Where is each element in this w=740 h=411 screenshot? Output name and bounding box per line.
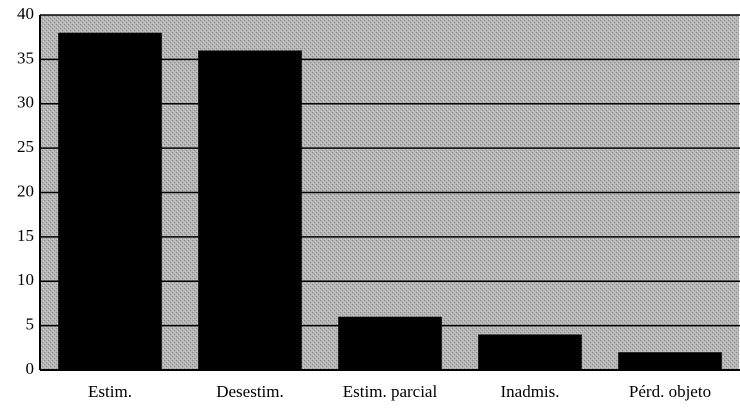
bar [338,316,442,370]
x-tick-label: Desestim. [216,382,284,401]
x-tick-label: Pérd. objeto [629,382,711,401]
x-tick-label: Estim. [88,382,132,401]
bar [478,334,582,370]
y-tick-label: 30 [17,93,34,112]
bar [198,50,302,370]
bar [618,352,722,370]
y-tick-label: 25 [17,137,34,156]
bar [58,32,162,370]
y-tick-label: 20 [17,181,34,200]
y-tick-label: 10 [17,270,34,289]
y-tick-label: 5 [26,315,35,334]
y-tick-label: 0 [26,359,35,378]
y-tick-label: 35 [17,48,34,67]
x-tick-label: Inadmis. [500,382,559,401]
y-tick-label: 15 [17,226,34,245]
x-tick-label: Estim. parcial [343,382,438,401]
y-tick-label: 40 [17,4,34,23]
